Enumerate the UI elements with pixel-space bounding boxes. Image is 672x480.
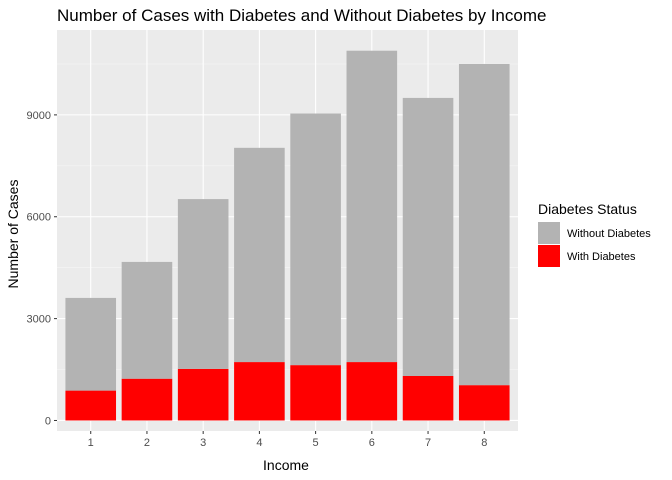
- bar-with-diabetes-2: [121, 378, 173, 421]
- bar-without-diabetes-3: [177, 199, 229, 369]
- legend-key-with-diabetes: [538, 245, 560, 267]
- y-axis: 0 3000 6000 9000: [27, 110, 57, 427]
- bar-without-diabetes-1: [65, 297, 117, 391]
- bar-without-diabetes-5: [290, 113, 341, 366]
- bar-with-diabetes-4: [234, 362, 285, 421]
- x-tick-label: 3: [200, 437, 206, 449]
- legend-title: Diabetes Status: [538, 201, 637, 217]
- legend-key-without-diabetes: [538, 222, 560, 244]
- x-axis: 1 2 3 4 5 6 7 8: [88, 431, 487, 449]
- x-tick-label: 7: [425, 437, 431, 449]
- legend-label-with-diabetes: With Diabetes: [567, 251, 636, 263]
- bar-without-diabetes-4: [234, 147, 285, 363]
- bar-with-diabetes-6: [346, 362, 398, 421]
- bar-with-diabetes-3: [177, 368, 229, 421]
- chart-title: Number of Cases with Diabetes and Withou…: [57, 6, 546, 25]
- bars: [65, 50, 510, 421]
- y-axis-label: Number of Cases: [5, 180, 21, 289]
- y-tick-label: 0: [45, 415, 51, 427]
- y-tick-label: 3000: [27, 314, 51, 326]
- bar-without-diabetes-6: [346, 50, 398, 363]
- y-tick-label: 6000: [27, 212, 51, 224]
- bar-with-diabetes-1: [65, 390, 117, 421]
- legend: Diabetes Status Without Diabetes With Dia…: [538, 201, 651, 267]
- x-axis-label: Income: [263, 457, 309, 473]
- y-tick-label: 9000: [27, 110, 51, 122]
- x-tick-label: 8: [481, 437, 487, 449]
- bar-with-diabetes-8: [458, 385, 510, 421]
- x-tick-label: 5: [313, 437, 319, 449]
- bar-without-diabetes-8: [458, 63, 510, 386]
- bar-with-diabetes-5: [290, 365, 341, 421]
- x-tick-label: 2: [144, 437, 150, 449]
- bar-with-diabetes-7: [402, 375, 454, 421]
- legend-label-without-diabetes: Without Diabetes: [567, 228, 651, 240]
- x-tick-label: 6: [369, 437, 375, 449]
- x-tick-label: 4: [256, 437, 262, 449]
- bar-without-diabetes-2: [121, 261, 173, 379]
- bar-without-diabetes-7: [402, 97, 454, 376]
- x-tick-label: 1: [88, 437, 94, 449]
